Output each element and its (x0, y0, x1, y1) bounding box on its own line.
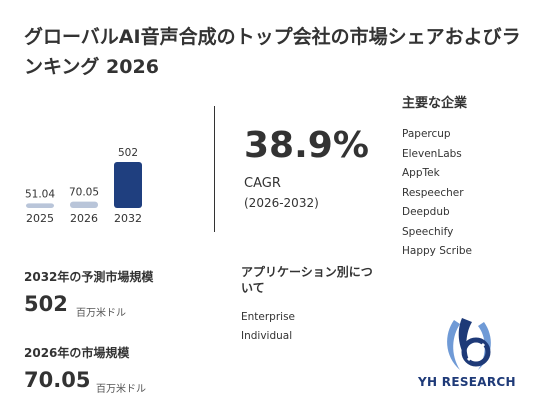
cagr-value: 38.9% (244, 125, 369, 166)
company-item: Deepdub (402, 206, 450, 218)
current-market-size-label: 2026年の市場規模 (24, 346, 130, 360)
forecast-market-size-value: 502 (24, 292, 68, 316)
page-title: グローバルAI音声合成のトップ会社の市場シェアおよびランキング 2026 (24, 26, 521, 78)
market-size-bar-chart: 51.04 2025 70.05 2026 502 2032 (24, 130, 194, 240)
application-item: Enterprise (241, 311, 296, 323)
company-item: ElevenLabs (402, 147, 462, 160)
current-market-size-value: 70.05 (24, 368, 91, 392)
bar-2032 (114, 162, 142, 208)
yh-research-logo (414, 314, 524, 394)
yh-research-logo-icon (447, 318, 491, 370)
data-label-2025: 51.04 (25, 188, 55, 200)
company-item: Papercup (402, 128, 451, 140)
category-label-2032: 2032 (114, 212, 142, 225)
current-market-size-unit: 百万米ドル (96, 384, 146, 395)
forecast-market-size-label: 2032年の予測市場規模 (24, 270, 154, 284)
cagr-label: CAGR (244, 176, 281, 191)
bar-chart-svg: 51.04 2025 70.05 2026 502 2032 (25, 147, 142, 225)
yh-research-logo-text: YH RESEARCH (418, 375, 516, 389)
divider (214, 106, 215, 232)
key-companies: 主要な企業 Papercup ElevenLabs AppTek Respeec… (402, 92, 552, 262)
category-label-2025: 2025 (26, 212, 54, 225)
company-item: Happy Scribe (402, 245, 473, 257)
forecast-market-size-unit: 百万米ドル (76, 308, 126, 319)
data-label-2032: 502 (118, 147, 138, 159)
applications-heading: アプリケーション別について (241, 265, 373, 295)
application-item: Individual (241, 330, 293, 342)
company-item: Respeecher (402, 186, 464, 199)
data-label-2026: 70.05 (69, 187, 99, 199)
category-label-2026: 2026 (70, 212, 98, 225)
company-item: Speechify (402, 225, 454, 238)
cagr-period: (2026-2032) (244, 196, 319, 210)
company-item: AppTek (402, 167, 440, 179)
bar-2026 (70, 201, 98, 208)
key-companies-heading: 主要な企業 (402, 96, 468, 111)
applications: アプリケーション別について Enterprise Individual (241, 264, 381, 346)
bar-2025 (26, 203, 54, 208)
